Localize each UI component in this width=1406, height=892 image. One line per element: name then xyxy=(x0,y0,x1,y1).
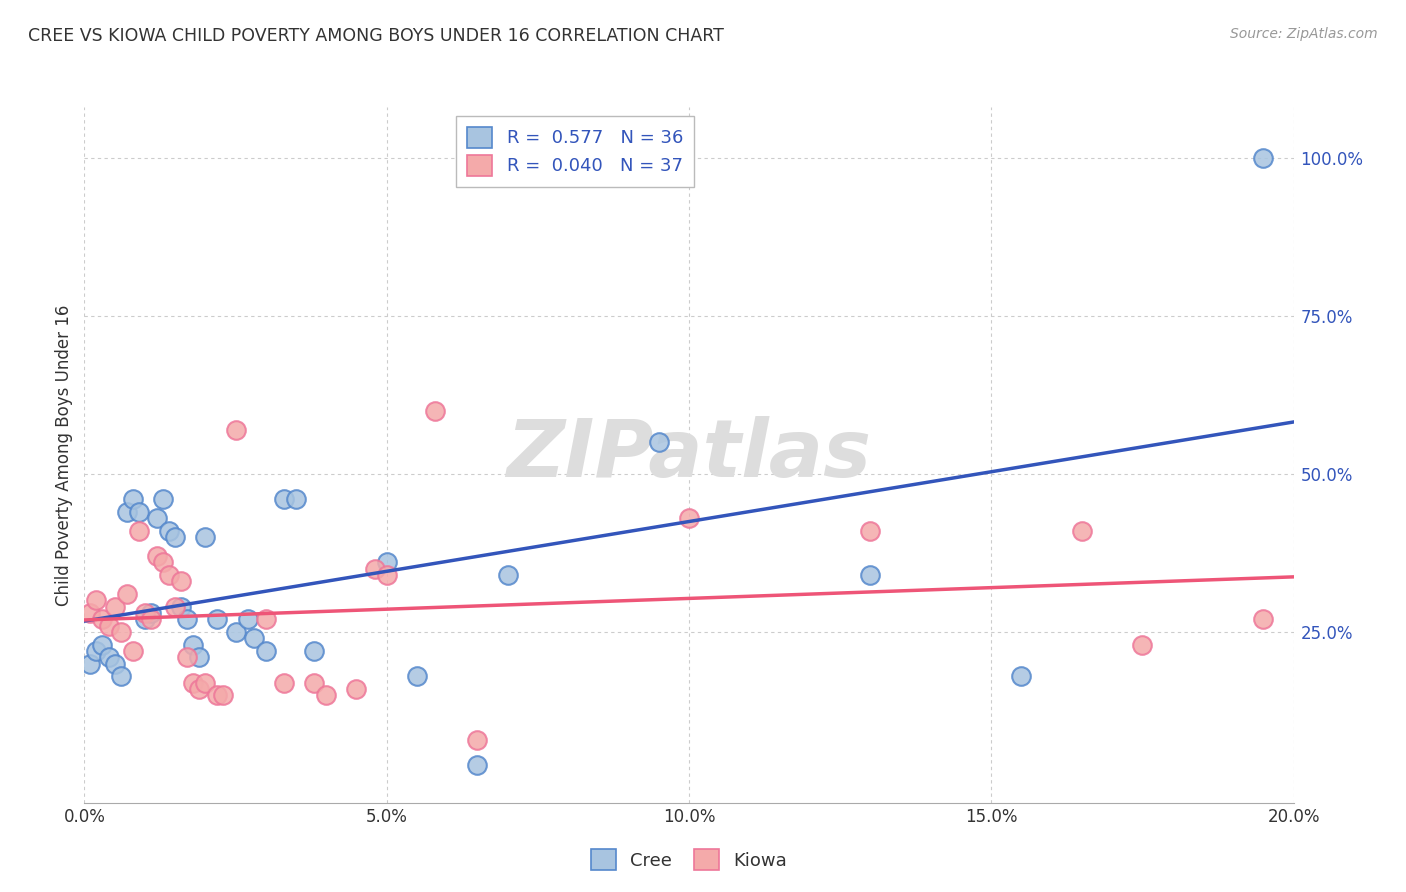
Point xyxy=(188,681,211,696)
Y-axis label: Child Poverty Among Boys Under 16: Child Poverty Among Boys Under 16 xyxy=(55,304,73,606)
Text: Source: ZipAtlas.com: Source: ZipAtlas.com xyxy=(1230,27,1378,41)
Point xyxy=(1011,669,1033,683)
Point xyxy=(104,657,127,671)
Text: ZIPatlas: ZIPatlas xyxy=(506,416,872,494)
Point xyxy=(115,505,138,519)
Point xyxy=(86,593,108,607)
Point xyxy=(104,599,127,614)
Point xyxy=(273,492,295,507)
Point xyxy=(254,612,277,626)
Point xyxy=(128,524,150,538)
Point xyxy=(1253,612,1275,626)
Point xyxy=(273,675,295,690)
Point xyxy=(678,511,700,525)
Point xyxy=(91,612,114,626)
Point xyxy=(146,511,169,525)
Point xyxy=(139,606,162,620)
Point xyxy=(207,612,229,626)
Point xyxy=(423,403,446,417)
Point xyxy=(315,688,337,702)
Point xyxy=(134,606,156,620)
Point xyxy=(152,556,174,570)
Point xyxy=(375,568,398,582)
Point xyxy=(110,669,132,683)
Point xyxy=(207,688,229,702)
Point xyxy=(97,650,120,665)
Point xyxy=(346,681,368,696)
Point xyxy=(176,612,198,626)
Point xyxy=(194,675,217,690)
Point xyxy=(181,675,204,690)
Point xyxy=(242,632,264,646)
Point xyxy=(225,423,247,437)
Point xyxy=(121,644,143,658)
Point xyxy=(170,574,193,589)
Point xyxy=(91,638,114,652)
Point xyxy=(302,644,325,658)
Point xyxy=(181,638,204,652)
Point xyxy=(1253,151,1275,165)
Point xyxy=(110,625,132,640)
Point xyxy=(79,657,101,671)
Point xyxy=(236,612,259,626)
Point xyxy=(467,732,489,747)
Point xyxy=(859,568,882,582)
Point xyxy=(1130,638,1153,652)
Point xyxy=(139,612,162,626)
Point xyxy=(375,556,398,570)
Point xyxy=(165,530,187,544)
Point xyxy=(134,612,156,626)
Point xyxy=(115,587,138,601)
Point xyxy=(194,530,217,544)
Point xyxy=(97,618,120,632)
Point xyxy=(648,435,671,450)
Point xyxy=(363,562,385,576)
Point xyxy=(225,625,247,640)
Text: CREE VS KIOWA CHILD POVERTY AMONG BOYS UNDER 16 CORRELATION CHART: CREE VS KIOWA CHILD POVERTY AMONG BOYS U… xyxy=(28,27,724,45)
Point xyxy=(157,524,180,538)
Point xyxy=(254,644,277,658)
Point xyxy=(302,675,325,690)
Point xyxy=(496,568,519,582)
Point xyxy=(165,599,187,614)
Point xyxy=(146,549,169,563)
Point xyxy=(121,492,143,507)
Point xyxy=(212,688,235,702)
Point xyxy=(79,606,101,620)
Legend: Cree, Kiowa: Cree, Kiowa xyxy=(583,842,794,877)
Point xyxy=(176,650,198,665)
Point xyxy=(128,505,150,519)
Point xyxy=(1071,524,1094,538)
Point xyxy=(406,669,429,683)
Point xyxy=(859,524,882,538)
Point xyxy=(188,650,211,665)
Point xyxy=(170,599,193,614)
Point xyxy=(86,644,108,658)
Point xyxy=(285,492,308,507)
Point xyxy=(467,757,489,772)
Point xyxy=(152,492,174,507)
Point xyxy=(157,568,180,582)
